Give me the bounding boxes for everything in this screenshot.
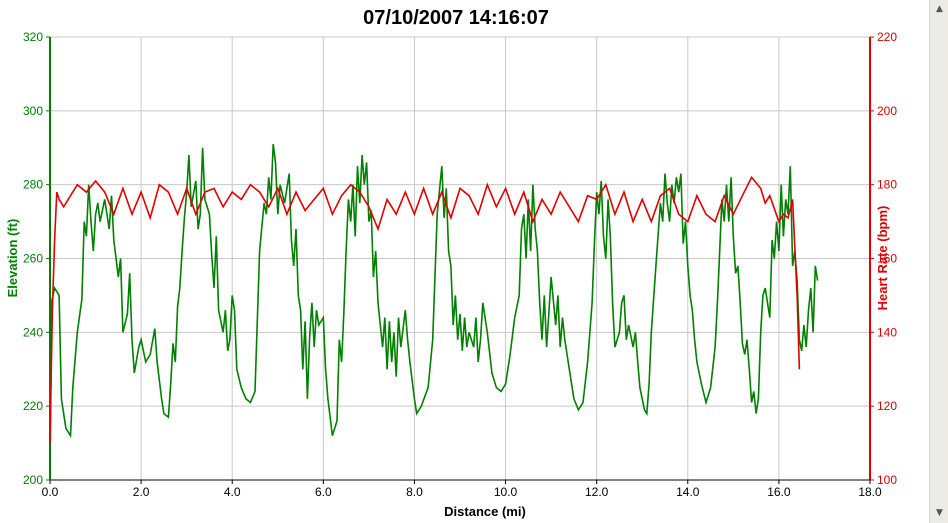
right-tick-label: 100 [877,473,897,487]
heart-rate-series-line [49,175,801,444]
x-tick-label: 10.0 [494,485,518,499]
left-tick-label: 220 [23,399,43,413]
x-tick-label: 6.0 [315,485,332,499]
x-tick-label: 16.0 [767,485,791,499]
x-tick-label: 0.0 [42,485,59,499]
left-axis-label: Elevation (ft) [5,219,20,298]
vertical-scrollbar[interactable]: ▲ ▼ [929,0,948,523]
x-tick-label: 14.0 [676,485,700,499]
elevation-series-line [49,144,819,481]
chart-title: 07/10/2007 14:16:07 [363,7,549,29]
scroll-up-icon[interactable]: ▲ [936,4,943,14]
chart: 07/10/2007 14:16:07 0.0 2.0 4.0 6.0 8.0 10.0 1… [5,7,897,519]
right-tick-label: 220 [877,30,897,44]
right-axis-label: Heart Rate (bpm) [875,206,890,311]
x-tick-label: 4.0 [224,485,241,499]
left-tick-label: 200 [23,473,43,487]
right-tick-label: 160 [877,252,897,266]
right-tick-label: 120 [877,399,897,413]
left-tick-label: 260 [23,252,43,266]
x-tick-label: 18.0 [858,485,882,499]
x-tick-label: 8.0 [406,485,423,499]
x-tick-labels: 0.0 2.0 4.0 6.0 8.0 10.0 12.0 14.0 16.0 18.0 [42,479,882,499]
left-tick-label: 280 [23,178,43,192]
right-tick-label: 180 [877,178,897,192]
right-tick-label: 200 [877,104,897,118]
left-tick-label: 320 [23,30,43,44]
right-tick-labels: 100 120 140 160 180 200 220 [870,30,897,487]
y-gridlines [50,36,870,407]
x-axis-label: Distance (mi) [444,504,526,519]
x-tick-label: 2.0 [133,485,150,499]
right-tick-label: 140 [877,325,897,339]
left-tick-label: 240 [23,325,43,339]
x-tick-label: 12.0 [585,485,609,499]
scroll-down-icon[interactable]: ▼ [936,508,943,518]
left-tick-labels: 200 220 240 260 280 300 320 [23,30,50,487]
left-tick-label: 300 [23,104,43,118]
